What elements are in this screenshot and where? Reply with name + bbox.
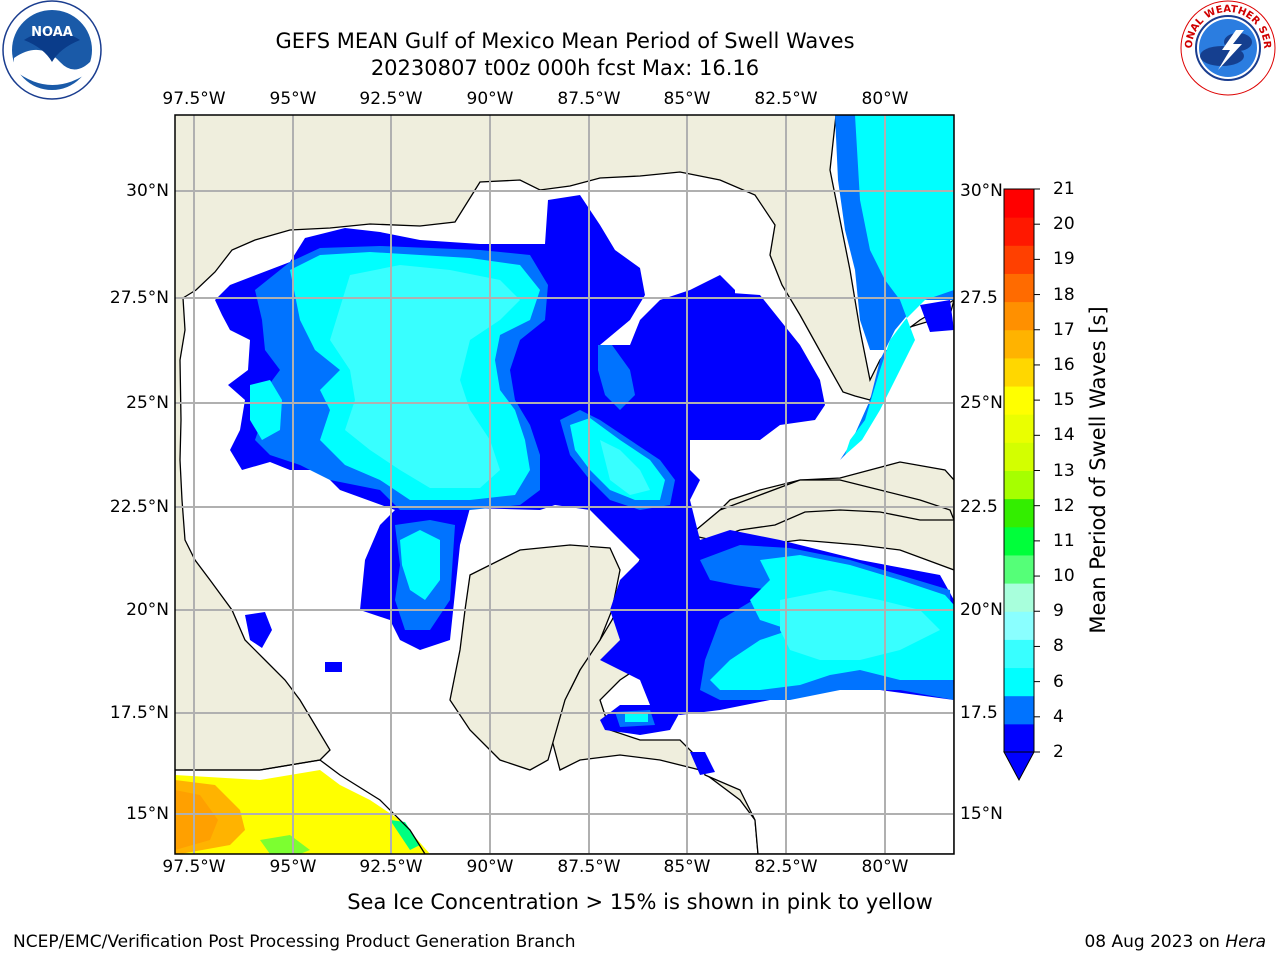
lon-label-top: 85°W [663,89,711,109]
lon-label-bottom: 90°W [466,857,514,877]
lat-label-left: 20°N [126,600,169,620]
footer-credit: NCEP/EMC/Verification Post Processing Pr… [13,932,576,952]
lat-label-right: 30°N [960,181,1003,201]
colorbar-tick-label: 20 [1053,214,1075,235]
colorbar-segment [1004,583,1034,612]
nws-logo: NATIONAL WEATHER SERVICE [1178,0,1278,100]
colorbar-segment [1004,442,1034,471]
lon-label-bottom: 85°W [663,857,711,877]
colorbar-segment [1004,611,1034,640]
colorbar-tick-label: 18 [1053,284,1075,305]
colorbar-tick-label: 8 [1053,636,1064,657]
colorbar-tick-label: 14 [1053,425,1075,446]
colorbar-segment [1004,217,1034,246]
colorbar-extend-arrow [1003,751,1035,782]
colorbar-segment [1004,329,1034,359]
lon-label-bottom: 87.5°W [557,857,621,877]
colorbar-segment [1004,273,1034,303]
lon-label-top: 92.5°W [359,89,423,109]
lat-label-right: 22.5 [960,497,998,517]
colorbar-segment [1004,526,1034,556]
lat-label-left: 17.5°N [109,703,169,723]
colorbar-segment [1004,301,1034,331]
colorbar-segment [1004,245,1034,274]
colorbar-tick-label: 2 [1053,742,1064,762]
graticule [175,115,954,854]
sea-ice-note: Sea Ice Concentration > 15% is shown in … [347,890,933,914]
colorbar-segment [1004,723,1034,753]
colorbar-tick-label: 6 [1053,671,1064,692]
colorbar-tick-label: 21 [1053,179,1075,199]
lon-label-top: 80°W [861,89,909,109]
colorbar-segment [1004,554,1034,584]
lon-label-bottom: 80°W [861,857,909,877]
lon-label-bottom: 92.5°W [359,857,423,877]
lat-label-left: 25°N [126,393,169,413]
lat-label-right: 15°N [960,804,1003,824]
noaa-logo-text: NOAA [31,25,73,40]
colorbar-tick-label: 10 [1053,566,1075,587]
footer-machine: Hera [1225,932,1266,952]
colorbar-segment [1004,470,1034,500]
colorbar-tick-label: 15 [1053,390,1075,411]
footer-date: 08 Aug 2023 on Hera [1084,932,1266,952]
map-frame [174,114,955,855]
lon-label-top: 90°W [466,89,514,109]
lat-label-right: 20°N [960,600,1003,620]
colorbar-segment [1004,189,1034,218]
colorbar-tick-label: 11 [1053,530,1075,551]
lat-label-left: 22.5°N [109,497,169,517]
sea-ice-field [175,770,430,854]
lon-label-top: 87.5°W [557,89,621,109]
colorbar-segment [1004,414,1034,443]
colorbar-tick-label: 13 [1053,460,1075,481]
colorbar-segment [1004,357,1034,387]
chart-title: GEFS MEAN Gulf of Mexico Mean Period of … [275,29,855,53]
lon-label-bottom: 95°W [269,857,317,877]
lat-label-left: 30°N [126,181,169,201]
colorbar-tick-label: 19 [1053,249,1075,270]
colorbar-tick-label: 9 [1053,601,1064,622]
lon-label-bottom: 97.5°W [162,857,226,877]
map-area [175,115,954,854]
colorbar-tick-label: 4 [1053,706,1064,727]
colorbar-segment [1004,667,1034,697]
lat-label-right: 25°N [960,393,1003,413]
noaa-logo: NOAA [0,0,104,104]
lat-label-right: 17.5 [960,703,998,723]
lon-label-top: 97.5°W [162,89,226,109]
lat-label-right: 27.5 [960,288,998,308]
lon-label-bottom: 82.5°W [754,857,818,877]
colorbar-tick-label: 16 [1053,354,1075,375]
colorbar-segment [1004,386,1034,415]
colorbar-tick-label: 17 [1053,319,1075,340]
colorbar-segment [1004,639,1034,669]
lat-label-left: 27.5°N [109,288,169,308]
chart-subtitle: 20230807 t00z 000h fcst Max: 16.16 [370,56,760,80]
colorbar [1003,188,1040,782]
lon-label-top: 82.5°W [754,89,818,109]
lon-label-top: 95°W [269,89,317,109]
footer-date-text: 08 Aug 2023 on [1084,932,1226,952]
colorbar-segment [1004,695,1034,725]
colorbar-segment [1004,498,1034,528]
colorbar-tick-label: 12 [1053,495,1075,516]
swell-field-8-9 [330,265,940,660]
coastline [175,759,426,854]
lat-label-left: 15°N [126,804,169,824]
colorbar-label: Mean Period of Swell Waves [s] [1086,306,1110,634]
